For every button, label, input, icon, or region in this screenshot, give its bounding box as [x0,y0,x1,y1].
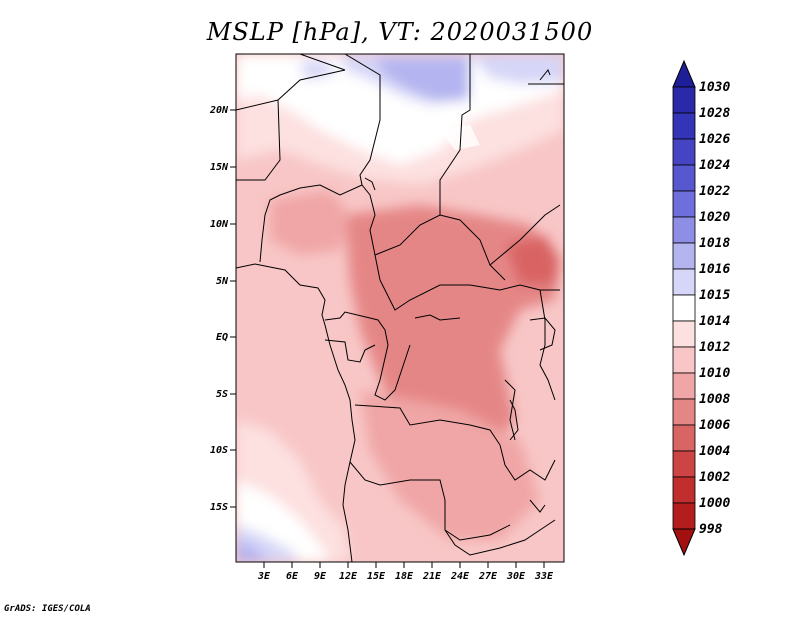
colorbar-label: 1028 [699,106,730,121]
colorbar-label: 1014 [699,314,730,329]
colorbar-segment [672,138,696,166]
colorbar-segment [672,294,696,322]
lon-tick-15e: 15E [367,571,386,582]
border-chad-sudan [439,54,471,215]
colorbar-segment [672,398,696,426]
colorbar-segment [672,216,696,244]
field-1016-north [375,58,470,102]
border-sudan [489,204,561,266]
colorbar-segment [672,372,696,400]
colorbar-segment [672,450,696,478]
border-angola-namibia [349,461,511,541]
colorbar-segment [672,476,696,504]
lat-tick-5s: 5S [216,389,228,400]
border-car-chad [374,214,506,281]
colorbar-segment [672,164,696,192]
lat-tick-20n: 20N [209,105,229,116]
field-1012-north [236,90,564,185]
colorbar: 1030 1028 1026 1024 1022 1020 1018 1016 1015 1014… [672,59,730,557]
colorbar-label: 1015 [699,288,730,303]
colorbar-label: 1026 [699,132,730,147]
colorbar-max-arrow [672,59,696,88]
colorbar-segment [672,502,696,530]
colorbar-label: 1008 [699,392,730,407]
border-tanzania [499,444,556,481]
lon-tick-27e: 27E [478,571,498,582]
lat-tick-5n: 5N [216,276,229,287]
grads-credit: GrADS: IGES/COLA [4,604,91,614]
lon-tick-6e: 6E [286,571,299,582]
colorbar-label: 1006 [699,418,730,433]
lon-tick-21e: 21E [422,571,442,582]
border-car-south [361,184,560,311]
border-zambia [444,519,556,556]
congo-river [414,314,461,321]
lat-tick-10n: 10N [210,219,229,230]
colorbar-segment [672,424,696,452]
colorbar-segment [672,190,696,218]
lat-tick-15s: 15S [210,502,228,513]
lon-tick-3e: 3E [257,571,271,582]
border-gabon [324,339,376,363]
field-1008-west [270,190,350,255]
border-north-1 [299,54,346,71]
colorbar-label: 1030 [699,80,730,95]
colorbar-label: 1018 [699,236,730,251]
lake-tanganyika [509,399,519,441]
colorbar-label: 1002 [699,470,730,485]
lon-axis: 3E 6E 9E 12E 15E 18E 21E 24E 27E 30E 33E [257,562,554,582]
coastline-west [236,263,356,562]
colorbar-label: 998 [699,522,723,537]
field-1006-basin [420,290,500,395]
map-frame [235,53,565,563]
lat-tick-15n: 15N [210,162,229,173]
colorbar-min-arrow [672,528,696,557]
colorbar-segment [672,320,696,348]
lon-tick-18e: 18E [395,571,414,582]
colorbar-segment [672,86,696,114]
field-1015-nw [300,60,335,80]
colorbar-label: 1020 [699,210,730,225]
border-mali [236,99,281,181]
border-angola-north [354,404,501,446]
lon-tick-12e: 12E [339,571,358,582]
colorbar-segment [672,346,696,374]
lake-chad [364,177,376,191]
field-1016-sw [236,540,270,562]
pressure-field [236,54,564,562]
chart-title: MSLP [hPa], VT: 2020031500 [206,18,594,46]
field-1014 [236,54,564,165]
lat-tick-10s: 10S [210,445,228,456]
colorbar-label: 1016 [699,262,730,277]
border-niger-chad [344,54,381,186]
lake-malawi [529,499,546,513]
colorbar-segment [672,242,696,270]
field-1015-ne [470,54,564,84]
colorbar-label: 1010 [699,366,730,381]
lon-tick-30e: 30E [506,571,526,582]
lat-axis: 20N 15N 10N 5N EQ 5S 10S 15S [209,105,236,513]
border-congo [324,311,411,401]
colorbar-label: 1024 [699,158,730,173]
border-algeria-niger [277,69,346,101]
colorbar-label: 1022 [699,184,730,199]
field-1008-south [360,390,540,540]
colorbar-label: 1012 [699,340,730,355]
colorbar-label: 1000 [699,496,730,511]
country-borders [236,54,564,562]
lake-victoria [529,317,556,351]
colorbar-segment [672,112,696,140]
nile-delta [539,69,551,81]
lon-tick-24e: 24E [450,571,470,582]
colorbar-label: 1004 [699,444,730,459]
border-kenya [539,289,556,401]
field-1006-east [505,235,560,285]
border-nigeria-north [259,184,363,263]
lon-tick-33e: 33E [534,571,554,582]
lat-tick-eq: EQ [216,332,228,343]
colorbar-segment [672,268,696,296]
lon-tick-9e: 9E [314,571,327,582]
